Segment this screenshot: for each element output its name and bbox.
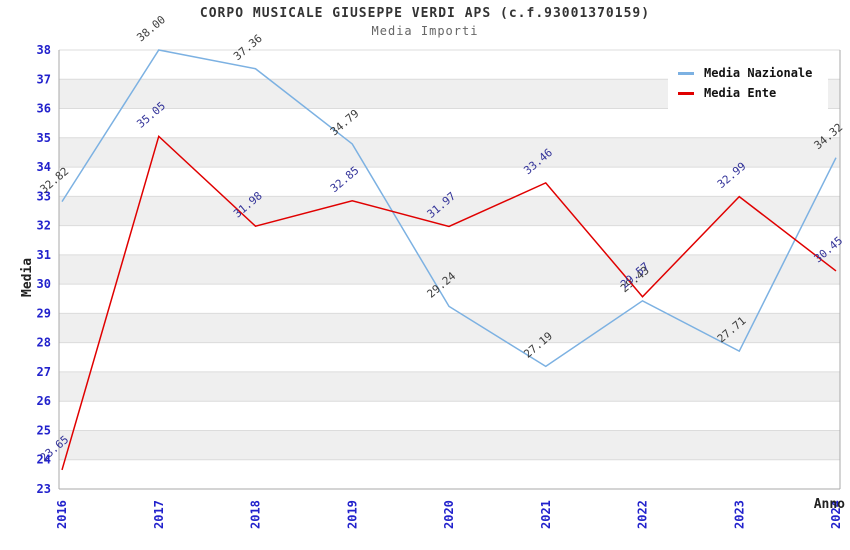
legend-swatch-media-nazionale-icon: [678, 71, 694, 75]
plot-band: [59, 167, 840, 197]
y-tick-label: 25: [37, 423, 51, 437]
y-tick-label: 35: [37, 131, 51, 145]
y-tick-label: 38: [37, 43, 51, 57]
y-tick-label: 23: [37, 482, 51, 496]
legend-swatch-media-ente-icon: [678, 91, 694, 95]
x-tick-label: 2016: [55, 500, 69, 529]
y-tick-label: 34: [37, 160, 51, 174]
plot-band: [59, 430, 840, 460]
plot-band: [59, 225, 840, 255]
plot-band: [59, 108, 840, 138]
y-tick-label: 33: [37, 189, 51, 203]
plot-band: [59, 196, 840, 226]
y-axis-title: Media: [20, 258, 35, 297]
chart-subtitle: Media Importi: [371, 24, 479, 38]
plot-band: [59, 342, 840, 372]
x-axis-title: Anno: [814, 497, 845, 512]
plot-band: [59, 313, 840, 343]
y-tick-label: 31: [37, 248, 51, 262]
series-line-media-nazionale: [61, 49, 837, 368]
y-tick-label: 29: [37, 306, 51, 320]
plot-band: [59, 459, 840, 489]
plot-band: [59, 371, 840, 402]
legend-item-media-ente: Media Ente: [678, 83, 828, 103]
y-tick-label: 27: [37, 365, 51, 379]
y-tick-label: 28: [37, 336, 51, 350]
y-tick-label: 32: [37, 219, 51, 233]
x-tick-label: 2024: [829, 500, 843, 529]
y-tick-label: 37: [37, 72, 51, 86]
legend-item-media-nazionale: Media Nazionale: [678, 63, 828, 83]
y-tick-label: 24: [37, 453, 51, 467]
plot-band: [59, 401, 840, 431]
y-tick-label: 26: [37, 394, 51, 408]
x-tick-label: 2018: [249, 500, 263, 529]
plot-band: [59, 284, 840, 314]
plot-band: [59, 254, 840, 285]
x-tick-label: 2017: [152, 500, 166, 529]
chart-title: CORPO MUSICALE GIUSEPPE VERDI APS (c.f.9…: [199, 6, 651, 21]
x-tick-label: 2020: [442, 500, 456, 529]
legend-label-media-ente: Media Ente: [704, 86, 777, 100]
legend: Media Nazionale Media Ente: [668, 57, 828, 109]
plot-band: [59, 137, 840, 168]
series-line-media-ente: [61, 134, 837, 471]
data-point-label: 38.00: [134, 13, 168, 44]
x-tick-label: 2019: [345, 500, 359, 529]
legend-label-media-nazionale: Media Nazionale: [704, 66, 813, 80]
y-tick-label: 30: [37, 277, 51, 291]
y-tick-label: 36: [37, 102, 51, 116]
x-tick-label: 2021: [539, 500, 553, 529]
x-tick-label: 2022: [636, 500, 650, 529]
x-tick-label: 2023: [732, 500, 746, 529]
